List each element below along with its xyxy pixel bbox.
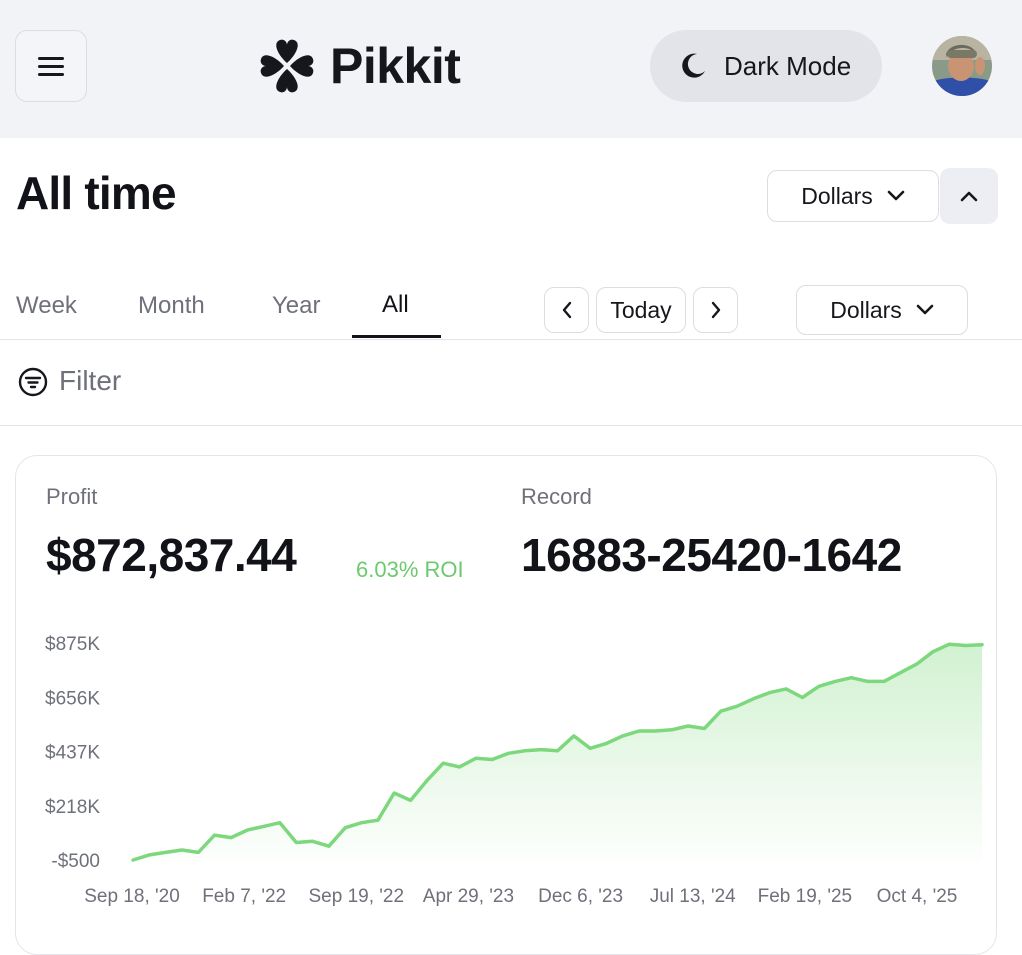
hamburger-icon (38, 52, 64, 81)
brand[interactable]: Pikkit (258, 36, 461, 96)
today-button[interactable]: Today (596, 287, 686, 333)
currency-select-bottom-value: Dollars (830, 296, 902, 323)
brand-name: Pikkit (330, 38, 461, 94)
y-tick-label: $218K (45, 797, 100, 818)
y-tick-label: $875K (45, 634, 100, 655)
currency-select-top-value: Dollars (801, 182, 873, 209)
x-tick-label: Apr 29, '23 (423, 886, 514, 907)
menu-button[interactable] (15, 30, 87, 102)
currency-select-top[interactable]: Dollars (767, 170, 939, 222)
previous-period-button[interactable] (544, 287, 589, 333)
tab-all[interactable]: All (382, 291, 409, 318)
roi-value: 6.03% ROI (356, 557, 464, 582)
profit-chart[interactable]: $875K $656K $437K $218K -$500 Sep 18, '20 Feb… (16, 456, 998, 942)
clover-logo-icon (260, 39, 314, 93)
dark-mode-label: Dark Mode (724, 50, 852, 81)
collapse-button[interactable] (940, 168, 998, 224)
next-period-button[interactable] (693, 287, 738, 333)
chevron-up-icon (960, 191, 978, 202)
x-tick-label: Sep 19, '22 (309, 886, 405, 907)
chevron-down-icon (916, 304, 934, 315)
tab-month[interactable]: Month (138, 292, 205, 319)
filter-row[interactable]: Filter (0, 340, 1022, 426)
moon-icon (682, 53, 705, 78)
top-bar: Pikkit Dark Mode (0, 0, 1022, 138)
tab-week[interactable]: Week (16, 292, 77, 319)
currency-select-bottom[interactable]: Dollars (796, 285, 968, 335)
y-tick-label: $437K (45, 743, 100, 764)
filter-label: Filter (59, 365, 122, 396)
dark-mode-button[interactable]: Dark Mode (650, 30, 882, 102)
y-tick-label: $656K (45, 688, 100, 709)
filter-icon (18, 367, 48, 397)
page-title: All time (16, 167, 177, 219)
x-tick-label: Dec 6, '23 (538, 886, 623, 907)
period-tabs: Week Month Year All (0, 280, 1022, 340)
today-label: Today (610, 296, 672, 323)
chevron-right-icon (711, 301, 720, 319)
record-label: Record (521, 484, 592, 509)
chevron-left-icon (562, 301, 571, 319)
x-tick-label: Feb 19, '25 (758, 886, 852, 907)
x-tick-label: Feb 7, '22 (202, 886, 286, 907)
tab-year[interactable]: Year (272, 292, 321, 319)
avatar[interactable] (932, 36, 992, 96)
record-value: 16883-25420-1642 (521, 529, 902, 581)
stats-card: Profit $872,837.44 6.03% ROI Record 1688… (15, 455, 997, 955)
profit-label: Profit (46, 484, 98, 509)
profit-line (131, 642, 984, 862)
chevron-down-icon (887, 190, 905, 201)
profit-value: $872,837.44 (46, 529, 297, 581)
x-tick-label: Jul 13, '24 (650, 886, 736, 907)
user-avatar-icon (932, 36, 992, 96)
active-tab-indicator (352, 335, 441, 338)
x-tick-label: Oct 4, '25 (877, 886, 958, 907)
y-tick-label: -$500 (51, 851, 100, 872)
x-tick-label: Sep 18, '20 (84, 886, 180, 907)
